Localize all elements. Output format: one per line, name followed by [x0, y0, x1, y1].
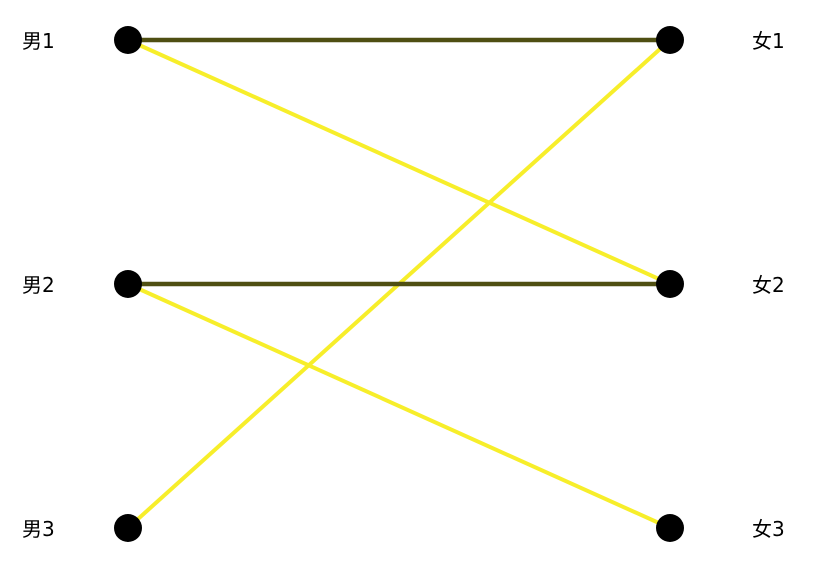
node-f2 — [656, 270, 684, 298]
label-right-1: 女1 — [752, 29, 785, 53]
edge-m1-f2-candidate — [126, 38, 672, 286]
node-f1 — [656, 26, 684, 54]
edge-m2-f3-candidate — [126, 282, 672, 530]
label-right-2: 女2 — [752, 273, 785, 297]
node-m1 — [114, 26, 142, 54]
nodes-layer — [114, 26, 684, 542]
label-right-3: 女3 — [752, 517, 785, 541]
labels-layer: 男1 男2 男3 女1 女2 女3 — [22, 29, 785, 541]
node-m2 — [114, 270, 142, 298]
node-f3 — [656, 514, 684, 542]
label-left-1: 男1 — [22, 29, 55, 53]
node-m3 — [114, 514, 142, 542]
edges-layer — [125, 37, 673, 530]
label-left-2: 男2 — [22, 273, 55, 297]
label-left-3: 男3 — [22, 517, 55, 541]
